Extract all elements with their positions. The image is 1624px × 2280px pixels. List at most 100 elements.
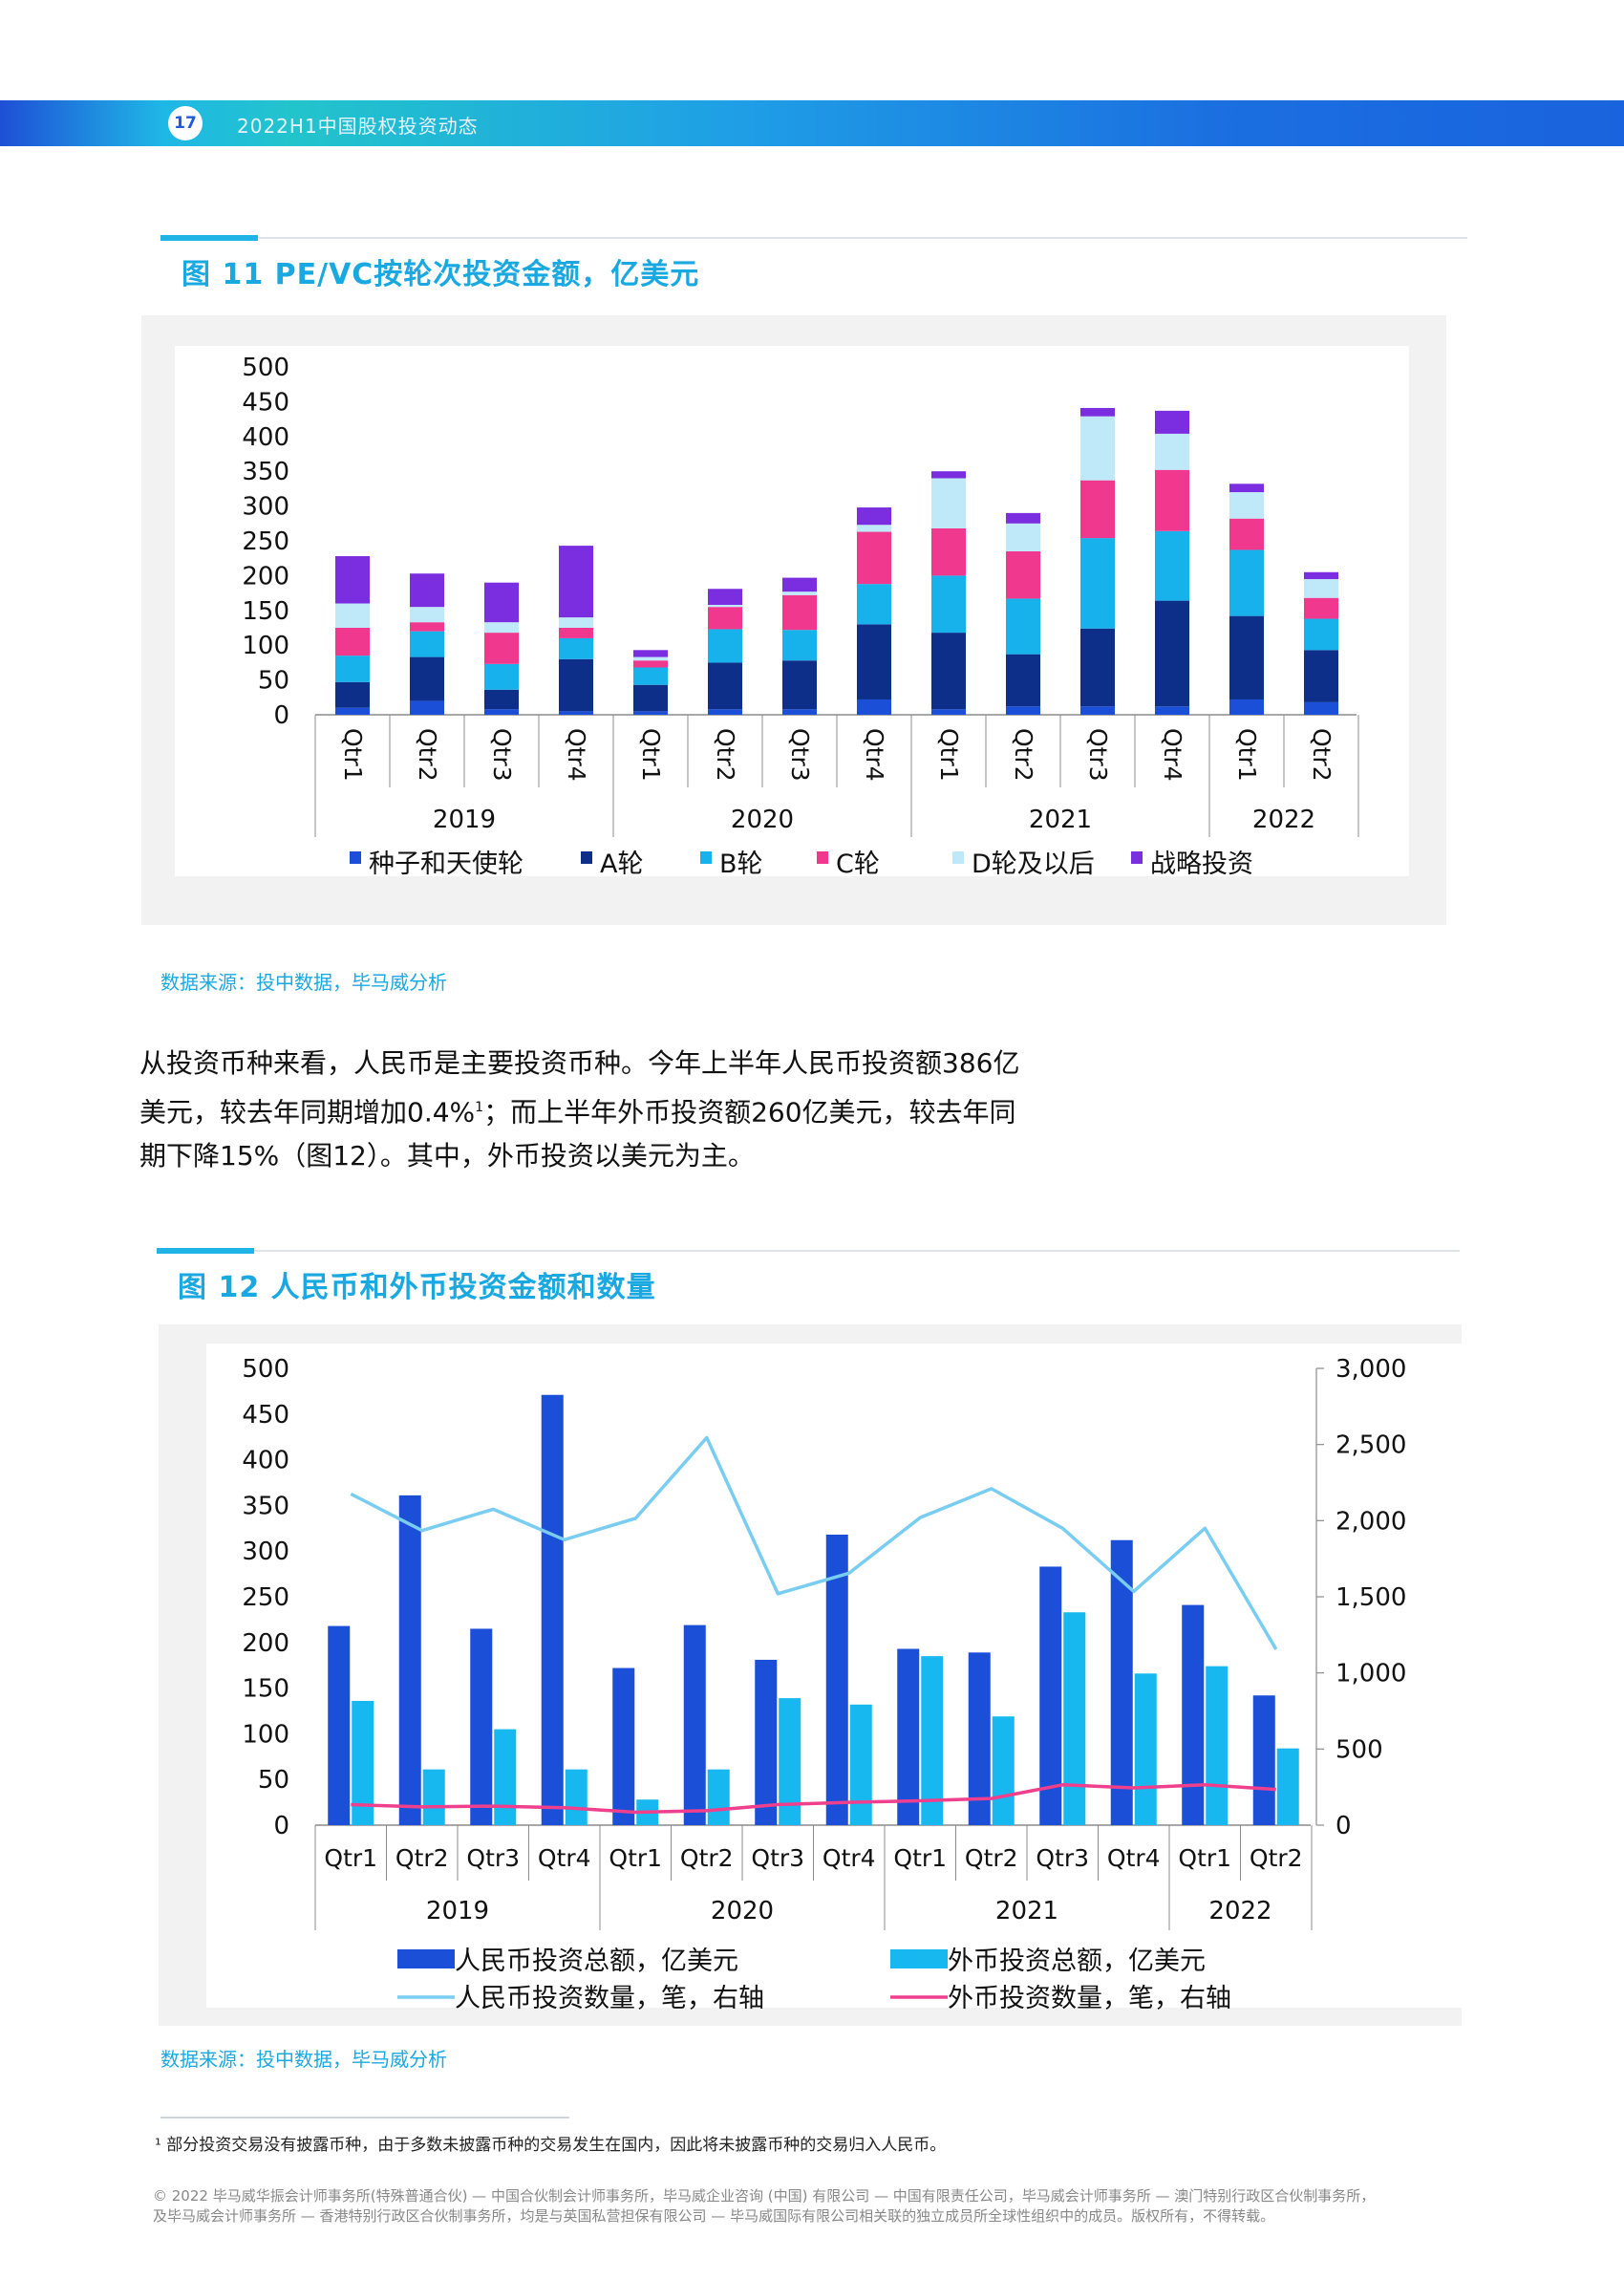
bar-rmb (968, 1652, 991, 1825)
line-foreign-count (351, 1783, 1276, 1815)
bar-segment-4 (1006, 550, 1040, 599)
y-tick-label: 500 (242, 1355, 289, 1384)
figure11-rule (160, 237, 1467, 239)
y-tick-label: 400 (242, 1447, 289, 1475)
bar-rmb (683, 1624, 706, 1825)
body-paragraph: 从投资币种来看，人民币是主要投资币种。今年上半年人民币投资额386亿 美元，较去… (139, 1042, 1095, 1178)
copyright-line-1: © 2022 毕马威华振会计师事务所(特殊普通合伙) — 中国合伙制会计师事务所… (153, 2187, 1376, 2205)
bar-foreign (1134, 1673, 1157, 1825)
bar-foreign (921, 1656, 944, 1825)
bar-segment-2 (484, 689, 519, 710)
bar-segment-5 (633, 656, 668, 661)
bar-segment-5 (857, 525, 891, 532)
bar-rmb (1252, 1695, 1275, 1825)
year-label: 2021 (1029, 806, 1092, 834)
y-tick-label: 50 (258, 1766, 289, 1795)
x-tick-label: Qtr1 (609, 1844, 662, 1872)
bar-segment-4 (1080, 480, 1115, 539)
y-tick-label: 250 (242, 527, 289, 556)
page-number: 17 (168, 106, 203, 140)
y-tick-label: 50 (258, 667, 289, 696)
bar-segment-3 (484, 663, 519, 690)
bar-segment-3 (1080, 538, 1115, 629)
figure11-source: 数据来源：投中数据，毕马威分析 (160, 971, 447, 994)
legend-label-6: 战略投资 (1150, 850, 1253, 879)
bar-segment-4 (857, 531, 891, 585)
bar-segment-1 (1304, 701, 1338, 715)
bar-segment-2 (1229, 615, 1264, 699)
figure12-source: 数据来源：投中数据，毕马威分析 (160, 2048, 447, 2071)
bar-segment-1 (335, 707, 370, 715)
bar-segment-5 (410, 607, 444, 623)
legend-swatch-1 (397, 1949, 455, 1968)
legend-swatch-2 (890, 1949, 948, 1968)
bar-segment-6 (1155, 410, 1189, 434)
legend-swatch-5 (952, 851, 964, 864)
footnote-rule (160, 2117, 569, 2119)
x-tick-label: Qtr2 (712, 728, 739, 782)
bar-rmb (755, 1659, 778, 1825)
y-tick-label: 200 (242, 562, 289, 591)
x-tick-label: Qtr4 (1107, 1844, 1161, 1872)
footnote-ref[interactable]: 1 (475, 1100, 484, 1115)
x-tick-label: Qtr1 (893, 1844, 947, 1872)
bar-segment-4 (1155, 469, 1189, 531)
bar-rmb (612, 1667, 635, 1825)
bar-segment-2 (931, 633, 966, 710)
bar-segment-3 (931, 575, 966, 634)
bar-segment-1 (857, 699, 891, 715)
bar-segment-4 (708, 607, 742, 630)
bar-rmb (825, 1534, 848, 1825)
bar-segment-5 (708, 604, 742, 608)
bar-rmb (1110, 1539, 1133, 1825)
x-tick-label: Qtr3 (488, 728, 516, 782)
bar-segment-6 (857, 507, 891, 526)
bar-segment-6 (708, 589, 742, 605)
bar-segment-1 (1080, 706, 1115, 715)
bar-segment-1 (559, 711, 593, 715)
legend-swatch-4 (817, 851, 828, 864)
year-label: 2022 (1252, 806, 1315, 834)
paragraph-line-1: 从投资币种来看，人民币是主要投资币种。今年上半年人民币投资额386亿 (139, 1047, 1020, 1079)
figure11-chart: 0 50 100 150 200 250 300 350 400 450 500 Qtr1 Qtr2 Qt… (242, 354, 1359, 879)
y2-tick-label: 500 (1336, 1735, 1383, 1764)
bar-segment-5 (1080, 416, 1115, 481)
y2-tick-label: 2,000 (1336, 1507, 1406, 1536)
y-tick-label: 200 (242, 1629, 289, 1658)
legend-swatch-1 (350, 851, 361, 864)
figure12-chart: 0 50 100 150 200 250 300 350 400 450 500 0 500 1,000 1… (242, 1355, 1406, 2013)
bar-segment-6 (1006, 512, 1040, 524)
copyright-line-2: 及毕马威会计师事务所 — 香港特别行政区合伙制事务所，均是与英国私营担保有限公司… (153, 2207, 1275, 2225)
y2-tick-label: 1,000 (1336, 1660, 1406, 1688)
bar-foreign (422, 1769, 445, 1825)
bar-segment-1 (484, 709, 519, 715)
bar-segment-6 (782, 577, 817, 592)
x-tick-label: Qtr1 (339, 728, 367, 782)
y-tick-label: 500 (242, 354, 289, 382)
x-tick-label: Qtr1 (1233, 728, 1261, 782)
bar-segment-5 (782, 592, 817, 595)
bar-segment-5 (559, 617, 593, 628)
bar-segment-3 (335, 656, 370, 682)
bar-segment-1 (1155, 706, 1189, 715)
figure11-title: 图 11 PE/VC按轮次投资金额，亿美元 (182, 258, 700, 291)
bar-segment-2 (633, 684, 668, 712)
x-tick-label: Qtr3 (466, 1844, 520, 1872)
footnote: ¹ 部分投资交易没有披露币种，由于多数未披露币种的交易发生在国内，因此将未披露币… (155, 2136, 947, 2155)
header-band (0, 100, 1624, 146)
bar-foreign (1206, 1666, 1229, 1825)
bar-segment-1 (1006, 706, 1040, 715)
bar-segment-4 (633, 660, 668, 668)
y-tick-label: 250 (242, 1583, 289, 1612)
paragraph-line-2a: 美元，较去年同期增加0.4% (139, 1096, 476, 1129)
legend-label-2: 外币投资总额，亿美元 (948, 1947, 1206, 1976)
bar-segment-1 (931, 709, 966, 715)
bar-segment-3 (633, 667, 668, 685)
legend-label-3: 人民币投资数量，笔，右轴 (455, 1984, 764, 2013)
y-tick-label: 450 (242, 388, 289, 417)
bar-segment-3 (1006, 598, 1040, 655)
bar-segment-3 (1155, 530, 1189, 601)
y2-tick-label: 2,500 (1336, 1431, 1406, 1460)
bar-segment-4 (410, 622, 444, 632)
bar-segment-6 (335, 556, 370, 604)
